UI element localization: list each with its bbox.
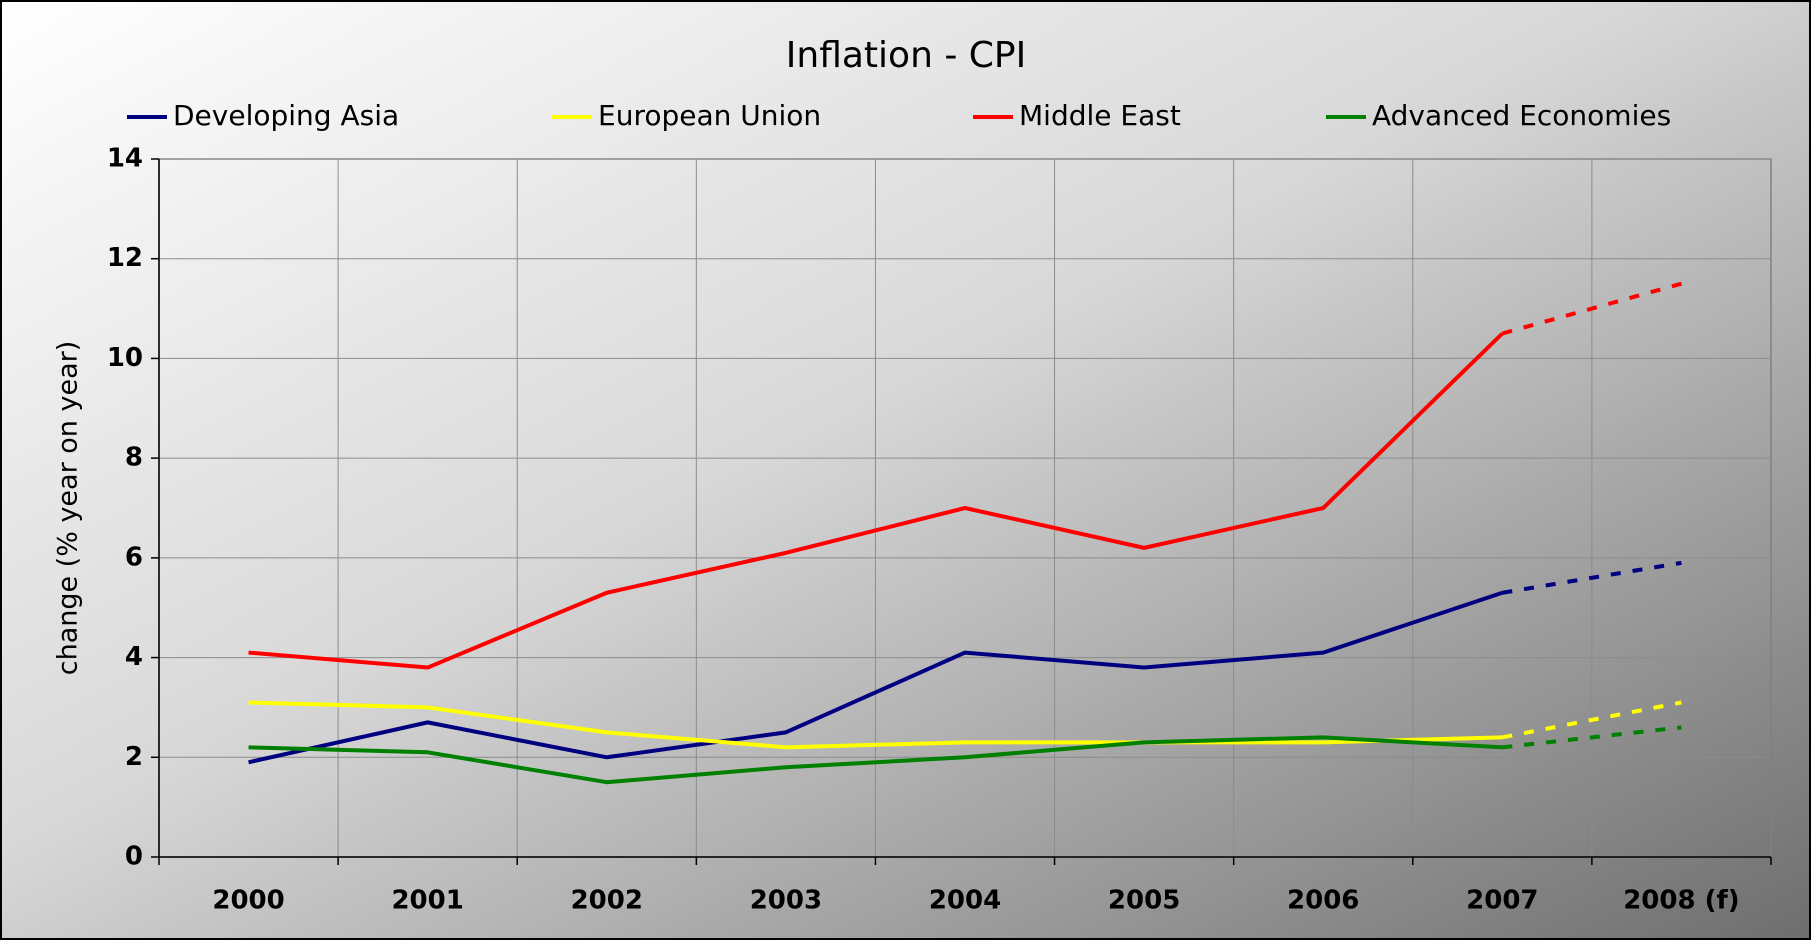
legend-label: Advanced Economies [1372, 99, 1671, 132]
x-tick-label: 2005 [1108, 886, 1180, 916]
series-line [248, 332, 1504, 670]
series-line-forecast [1501, 281, 1682, 336]
x-tick-label: 2004 [929, 886, 1001, 916]
x-tick-label: 2003 [750, 886, 822, 916]
series-line-forecast [1501, 700, 1682, 740]
series-line-forecast [1502, 560, 1682, 595]
y-tick-label: 8 [125, 443, 143, 473]
chart-title: Inflation - CPI [786, 35, 1026, 76]
y-tick-label: 6 [125, 542, 143, 572]
x-tick-label: 2006 [1287, 886, 1359, 916]
x-tick-label: 2008 (f) [1623, 886, 1740, 916]
y-axis-label: change (% year on year) [53, 341, 84, 676]
y-tick-label: 4 [125, 642, 143, 672]
x-tick-label: 2001 [391, 886, 463, 916]
y-tick-label: 2 [125, 742, 143, 772]
y-tick-label: 10 [107, 343, 143, 373]
series-line [248, 590, 1503, 765]
x-tick-label: 2007 [1466, 886, 1538, 916]
y-tick-label: 14 [107, 144, 143, 174]
series-line-forecast [1502, 725, 1682, 750]
legend-label: Middle East [1019, 99, 1181, 132]
x-tick-label: 2000 [212, 886, 284, 916]
y-tick-label: 0 [125, 842, 143, 872]
legend-label: Developing Asia [173, 99, 399, 132]
series-line [248, 735, 1503, 785]
x-tick-label: 2002 [571, 886, 643, 916]
legend-label: European Union [598, 99, 821, 132]
series-line [248, 700, 1503, 750]
y-tick-label: 12 [107, 243, 143, 273]
